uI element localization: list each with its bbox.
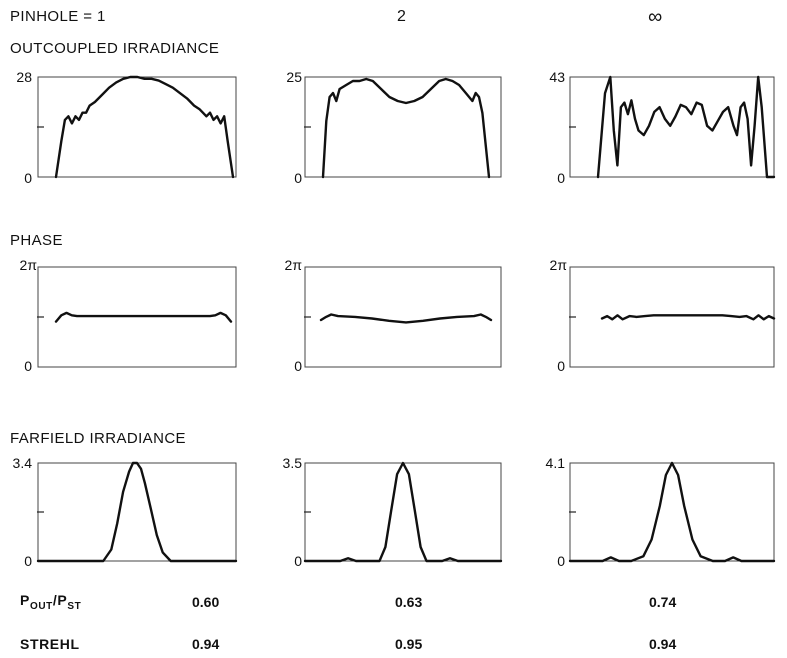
series-line xyxy=(303,461,503,563)
strehl-value-3: 0.94 xyxy=(649,636,677,652)
plot-panel xyxy=(304,266,502,372)
series-line xyxy=(54,75,235,179)
plot-panel xyxy=(303,461,503,566)
irr-max-3: 43 xyxy=(549,69,565,85)
ff-max-3: 4.1 xyxy=(545,455,565,471)
plot-frame xyxy=(304,462,502,562)
strehl-label: STREHL xyxy=(20,636,80,652)
plot-frame xyxy=(304,76,502,178)
irr-zero-3: 0 xyxy=(557,170,565,186)
phase-zero-2: 0 xyxy=(294,358,302,374)
plot-svg xyxy=(304,76,502,179)
irr-zero-1: 0 xyxy=(24,170,32,186)
pout-value-3: 0.74 xyxy=(649,594,677,610)
plot-frame xyxy=(569,462,775,562)
plot-svg xyxy=(568,461,776,563)
series-line xyxy=(568,461,776,563)
ff-max-1: 3.4 xyxy=(12,455,32,471)
plot-panel xyxy=(568,461,776,566)
column-2-label: 2 xyxy=(397,8,407,25)
pout-pst-label: POUT/PST xyxy=(20,592,82,612)
phase-max-3: 2π xyxy=(549,257,567,273)
plot-panel xyxy=(304,76,502,182)
phase-max-1: 2π xyxy=(19,257,37,273)
series-line xyxy=(319,313,493,324)
outcoupled-irradiance-title: OUTCOUPLED IRRADIANCE xyxy=(10,40,220,57)
strehl-value-1: 0.94 xyxy=(192,636,220,652)
series-line xyxy=(596,75,776,179)
pout-value-1: 0.60 xyxy=(192,594,220,610)
series-line xyxy=(321,77,491,179)
plot-frame xyxy=(569,76,775,178)
ff-zero-3: 0 xyxy=(557,553,565,569)
phase-zero-3: 0 xyxy=(557,358,565,374)
series-line xyxy=(54,311,233,323)
ff-max-2: 3.5 xyxy=(282,455,302,471)
farfield-irradiance-title: FARFIELD IRRADIANCE xyxy=(10,430,186,447)
plot-svg xyxy=(37,75,237,179)
series-line xyxy=(36,461,238,563)
irr-max-2: 25 xyxy=(286,69,302,85)
plot-svg xyxy=(569,266,776,368)
strehl-value-2: 0.95 xyxy=(395,636,423,652)
phase-max-2: 2π xyxy=(284,257,302,273)
ff-zero-2: 0 xyxy=(294,553,302,569)
series-line xyxy=(600,314,776,321)
plot-svg xyxy=(303,461,503,563)
column-3-label: ∞ xyxy=(648,6,663,28)
irr-max-1: 28 xyxy=(16,69,32,85)
plot-panel xyxy=(37,266,237,372)
plot-svg xyxy=(36,461,238,563)
plot-frame xyxy=(37,462,237,562)
pinhole-label: PINHOLE = 1 xyxy=(10,8,106,25)
plot-panel xyxy=(569,75,776,182)
plot-panel xyxy=(37,75,237,182)
ff-zero-1: 0 xyxy=(24,553,32,569)
irr-zero-2: 0 xyxy=(294,170,302,186)
plot-svg xyxy=(304,266,502,368)
phase-zero-1: 0 xyxy=(24,358,32,374)
plot-panel xyxy=(569,266,776,372)
phase-title: PHASE xyxy=(10,232,63,249)
plot-frame xyxy=(37,76,237,178)
pout-value-2: 0.63 xyxy=(395,594,423,610)
plot-svg xyxy=(37,266,237,368)
plot-svg xyxy=(569,75,776,179)
plot-panel xyxy=(36,461,238,566)
